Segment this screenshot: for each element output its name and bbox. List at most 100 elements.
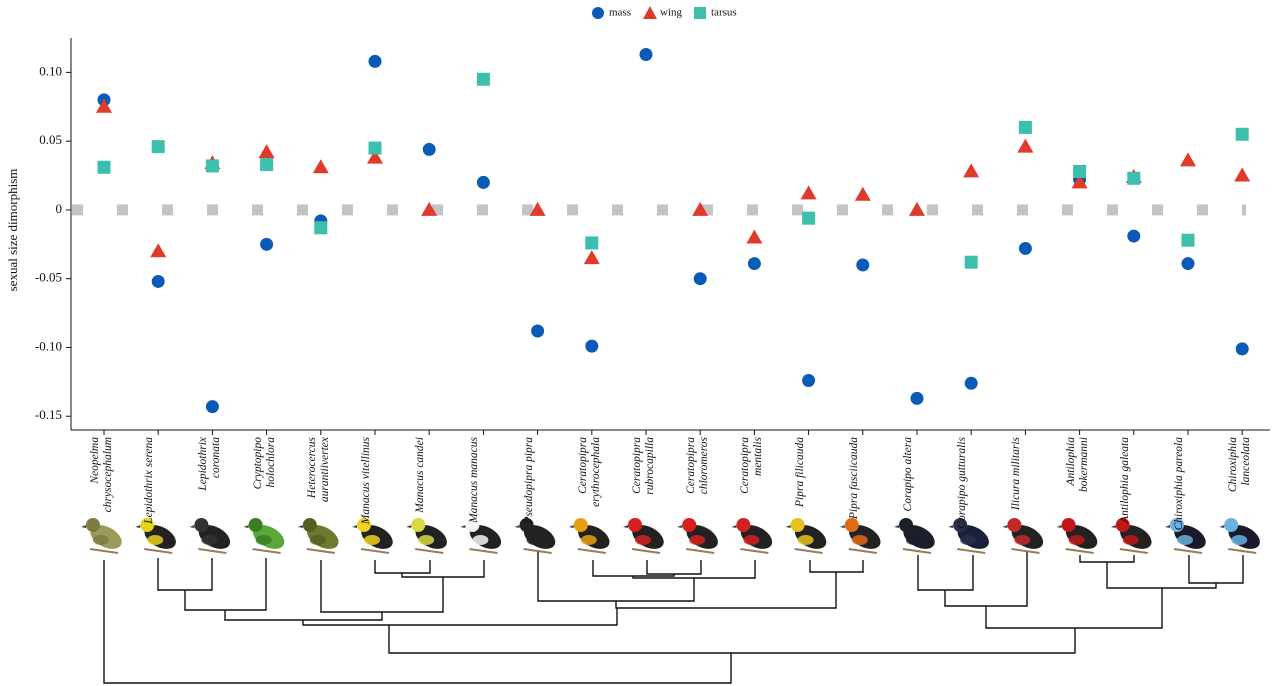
tree-branch bbox=[945, 552, 1027, 606]
tarsus-point bbox=[98, 161, 111, 174]
wing-point bbox=[259, 144, 275, 158]
tree-branch bbox=[647, 560, 701, 574]
bird-perch bbox=[361, 549, 389, 553]
bird-beak bbox=[406, 525, 411, 528]
bird-perch bbox=[1066, 549, 1094, 553]
tree-branch bbox=[986, 588, 1162, 628]
tree-branch bbox=[1189, 555, 1243, 583]
bird-belly bbox=[581, 535, 597, 545]
bird-belly bbox=[93, 535, 109, 545]
bird-belly bbox=[689, 535, 705, 545]
bird-beak bbox=[840, 525, 845, 528]
mass-point bbox=[477, 176, 490, 189]
tarsus-point bbox=[1127, 172, 1140, 185]
bird-beak bbox=[298, 525, 303, 528]
mass-point bbox=[260, 238, 273, 251]
bird-beak bbox=[189, 525, 194, 528]
bird-belly bbox=[1177, 535, 1193, 545]
bird-beak bbox=[677, 525, 682, 528]
x-tick-label: Pipra fasciicauda bbox=[848, 437, 878, 533]
tree-branch bbox=[1107, 562, 1216, 588]
wing-point bbox=[963, 163, 979, 177]
bird-belly bbox=[798, 535, 814, 545]
x-tick-label: Heterocercus aurantiivertex bbox=[306, 437, 336, 533]
tree-branch bbox=[389, 625, 1075, 653]
tarsus-point bbox=[1182, 234, 1195, 247]
bird-beak bbox=[569, 525, 574, 528]
y-axis-label: sexual size dimorphism bbox=[5, 169, 20, 292]
y-tick-label: 0.10 bbox=[39, 63, 62, 78]
bird-beak bbox=[352, 525, 357, 528]
x-tick-label: Pipra filicauda bbox=[794, 437, 824, 533]
tree-branch bbox=[1080, 555, 1134, 562]
bird-perch bbox=[578, 549, 606, 553]
x-tick-label: Ilicura militaris bbox=[1010, 437, 1040, 533]
tarsus-point bbox=[1073, 165, 1086, 178]
bird-beak bbox=[1057, 525, 1062, 528]
tarsus-point bbox=[152, 140, 165, 153]
x-tick-label: Pseudopipra pipra bbox=[523, 437, 553, 533]
x-tick-label: Ceratopipra rubrocapilla bbox=[631, 437, 661, 533]
bird-belly bbox=[418, 535, 434, 545]
bird-belly bbox=[364, 535, 380, 545]
wing-point bbox=[801, 185, 817, 199]
bird-perch bbox=[253, 549, 281, 553]
wing-point bbox=[150, 243, 166, 257]
bird-perch bbox=[1174, 549, 1202, 553]
bird-belly bbox=[852, 535, 868, 545]
bird-beak bbox=[786, 525, 791, 528]
y-tick-label: -0.10 bbox=[35, 338, 62, 353]
phylogeny bbox=[104, 550, 1243, 683]
tarsus-point bbox=[477, 73, 490, 86]
legend-swatch bbox=[643, 6, 657, 19]
tree-branch bbox=[303, 608, 617, 625]
bird-perch bbox=[632, 549, 660, 553]
x-tick-label: Lepidothrix coronata bbox=[197, 437, 227, 533]
bird-belly bbox=[527, 535, 543, 545]
x-tick-label: Corapipo gutturalis bbox=[956, 437, 986, 533]
bird-perch bbox=[686, 549, 714, 553]
x-tick-label: Lepidothrix serena bbox=[143, 437, 173, 533]
tarsus-point bbox=[965, 256, 978, 269]
bird-beak bbox=[135, 525, 140, 528]
tarsus-point bbox=[260, 158, 273, 171]
tree-branch bbox=[321, 560, 443, 612]
legend-label: mass bbox=[609, 7, 631, 19]
bird-beak bbox=[1219, 525, 1224, 528]
tree-branch bbox=[185, 558, 266, 610]
mass-point bbox=[1019, 242, 1032, 255]
bird-beak bbox=[244, 525, 249, 528]
wing-point bbox=[855, 187, 871, 201]
bird-belly bbox=[1123, 535, 1139, 545]
bird-belly bbox=[635, 535, 651, 545]
mass-point bbox=[856, 258, 869, 271]
x-tick-label: Neopelma chrysocephalum bbox=[89, 437, 119, 533]
tarsus-point bbox=[1019, 121, 1032, 134]
bird-belly bbox=[147, 535, 163, 545]
y-tick-label: -0.05 bbox=[35, 270, 62, 285]
x-tick-label: Ceratopipra chloromeros bbox=[685, 437, 715, 533]
x-tick-label: Antilophia bokermanni bbox=[1065, 437, 1095, 533]
bird-beak bbox=[515, 525, 520, 528]
legend-label: wing bbox=[660, 7, 683, 19]
x-tick-label: Antilophia galeata bbox=[1119, 437, 1149, 533]
bird-belly bbox=[960, 535, 976, 545]
bird-belly bbox=[1069, 535, 1085, 545]
wing-point bbox=[313, 159, 329, 173]
x-tick-label: Ceratopipra mentalis bbox=[739, 437, 769, 533]
wing-point bbox=[1234, 168, 1250, 182]
mass-point bbox=[423, 143, 436, 156]
tree-branch bbox=[402, 560, 484, 577]
bird-belly bbox=[743, 535, 759, 545]
bird-beak bbox=[1002, 525, 1007, 528]
bird-perch bbox=[90, 549, 118, 553]
y-tick-label: 0.05 bbox=[39, 132, 62, 147]
bird-perch bbox=[849, 549, 877, 553]
bird-beak bbox=[1165, 525, 1170, 528]
wing-point bbox=[746, 229, 762, 243]
bird-perch bbox=[1120, 549, 1148, 553]
mass-point bbox=[1127, 230, 1140, 243]
mass-point bbox=[369, 55, 382, 68]
bird-beak bbox=[1111, 525, 1116, 528]
bird-beak bbox=[81, 525, 86, 528]
